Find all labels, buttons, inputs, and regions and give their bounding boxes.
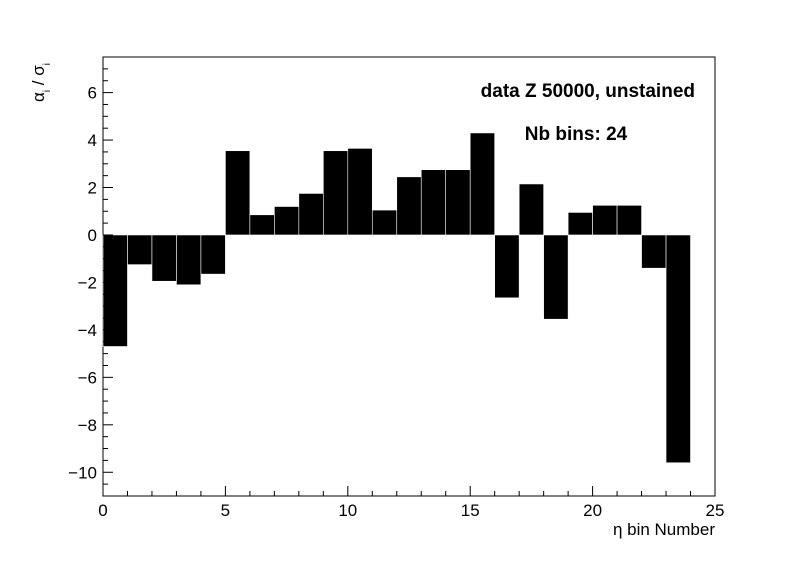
x-tick-label-20: 20 (583, 501, 602, 520)
bar-bin-17 (518, 183, 544, 236)
bar-bin-18 (543, 234, 569, 320)
y-tick-label--2: −2 (78, 273, 97, 292)
bar-bin-3 (176, 234, 202, 286)
bar-bin-23 (665, 234, 691, 464)
bar-bin-2 (151, 234, 177, 282)
bar-bin-20 (592, 205, 618, 236)
y-tick-label--8: −8 (78, 416, 97, 435)
bar-bin-12 (396, 176, 422, 236)
y-tick-label-4: 4 (88, 131, 97, 150)
bar-bin-4 (200, 234, 226, 275)
y-tick-label--10: −10 (68, 463, 97, 482)
bar-bin-22 (641, 234, 667, 269)
y-axis-title-sigma-sub: i (42, 63, 53, 65)
x-tick-label-10: 10 (338, 501, 357, 520)
bar-bin-1 (127, 234, 153, 265)
annotation-dataset: data Z 50000, unstained (481, 81, 695, 102)
bar-bin-14 (445, 169, 471, 236)
x-tick-label-5: 5 (221, 501, 230, 520)
bar-bin-10 (347, 148, 373, 236)
y-tick-label-2: 2 (88, 179, 97, 198)
y-axis-title-alpha: α (29, 92, 48, 102)
bar-bin-0 (102, 234, 128, 347)
bar-bin-11 (371, 209, 398, 236)
y-axis-title-sep: / (29, 76, 48, 90)
bar-bin-21 (616, 205, 642, 236)
x-tick-label-0: 0 (98, 501, 107, 520)
y-tick-label--4: −4 (78, 321, 97, 340)
bars (102, 132, 691, 464)
y-tick-label-6: 6 (88, 84, 97, 103)
annotation-nbins: Nb bins: 24 (525, 124, 628, 145)
y-axis-title-sigma: σ (29, 65, 48, 76)
bar-bin-15 (469, 132, 495, 236)
x-tick-label-25: 25 (706, 501, 725, 520)
y-axis-title-alpha-sub: i (42, 90, 53, 92)
y-axis-title: αi / σi (29, 63, 53, 102)
bar-bin-7 (274, 206, 300, 236)
y-tick-label--6: −6 (78, 368, 97, 387)
bar-bin-16 (494, 234, 520, 299)
y-tick-label-0: 0 (88, 226, 97, 245)
bar-bin-19 (567, 212, 593, 236)
bar-bin-8 (298, 193, 324, 236)
x-axis-title: η bin Number (613, 520, 715, 539)
axes: 0 5 10 15 20 25 −10 −8 −6 −4 −2 0 2 4 6 (68, 56, 725, 520)
bar-bin-6 (249, 214, 275, 236)
bar-bin-9 (323, 150, 349, 236)
x-tick-label-15: 15 (461, 501, 480, 520)
bar-bin-5 (225, 150, 251, 236)
bar-bin-13 (420, 169, 447, 236)
